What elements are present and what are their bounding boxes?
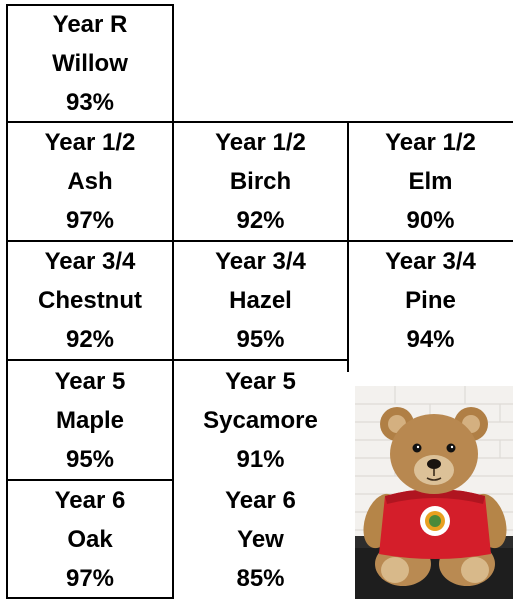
table-border — [7, 121, 513, 123]
year-label: Year 3/4 — [44, 248, 136, 275]
attendance-value: 97% — [65, 207, 115, 234]
class-name: Hazel — [229, 287, 292, 314]
class-name: Chestnut — [38, 287, 142, 314]
class-name: Elm — [408, 168, 453, 195]
class-name: Pine — [405, 287, 456, 314]
year-label: Year 1/2 — [44, 129, 136, 156]
year-label: Year 3/4 — [215, 248, 306, 275]
class-name: Ash — [67, 168, 113, 195]
class-cell-yew: Year 6 Yew 85% — [173, 481, 348, 598]
attendance-value: 91% — [236, 446, 285, 473]
attendance-value: 95% — [236, 326, 285, 353]
class-cell-elm: Year 1/2 Elm 90% — [348, 123, 513, 240]
class-cell-sycamore: Year 5 Sycamore 91% — [173, 362, 348, 479]
attendance-value: 90% — [406, 207, 455, 234]
year-label: Year 6 — [225, 487, 296, 514]
attendance-value: 94% — [406, 326, 455, 353]
class-name: Yew — [237, 526, 284, 553]
class-cell-willow: Year R Willow 93% — [7, 5, 173, 122]
table-border — [172, 4, 174, 599]
attendance-value: 97% — [65, 565, 115, 592]
table-border — [7, 479, 173, 481]
class-cell-pine: Year 3/4 Pine 94% — [348, 242, 513, 359]
table-border — [347, 121, 349, 372]
teddy-bear-photo — [355, 386, 513, 599]
teddy-bear-icon — [355, 386, 513, 599]
class-cell-ash: Year 1/2 Ash 97% — [7, 123, 173, 240]
class-name: Willow — [52, 50, 128, 77]
year-label: Year R — [52, 11, 128, 38]
class-cell-birch: Year 1/2 Birch 92% — [173, 123, 348, 240]
year-label: Year 5 — [225, 368, 296, 395]
attendance-value: 85% — [236, 565, 285, 592]
attendance-value: 95% — [65, 446, 115, 473]
year-label: Year 5 — [54, 368, 126, 395]
year-label: Year 3/4 — [385, 248, 476, 275]
table-border — [7, 240, 513, 242]
table-border-top — [7, 4, 174, 6]
class-cell-chestnut: Year 3/4 Chestnut 92% — [7, 242, 173, 359]
table-border-left — [6, 4, 8, 599]
class-cell-oak: Year 6 Oak 97% — [7, 481, 173, 598]
class-name: Sycamore — [203, 407, 318, 434]
table-border — [7, 359, 349, 361]
attendance-value: 92% — [236, 207, 285, 234]
class-name: Birch — [229, 168, 292, 195]
class-cell-hazel: Year 3/4 Hazel 95% — [173, 242, 348, 359]
attendance-value: 93% — [65, 89, 115, 116]
class-name: Maple — [55, 407, 124, 434]
year-label: Year 1/2 — [385, 129, 476, 156]
year-label: Year 1/2 — [215, 129, 306, 156]
class-name: Oak — [67, 526, 113, 553]
class-cell-maple: Year 5 Maple 95% — [7, 362, 173, 479]
year-label: Year 6 — [54, 487, 126, 514]
attendance-value: 92% — [65, 326, 115, 353]
table-border-bottom — [7, 597, 173, 599]
